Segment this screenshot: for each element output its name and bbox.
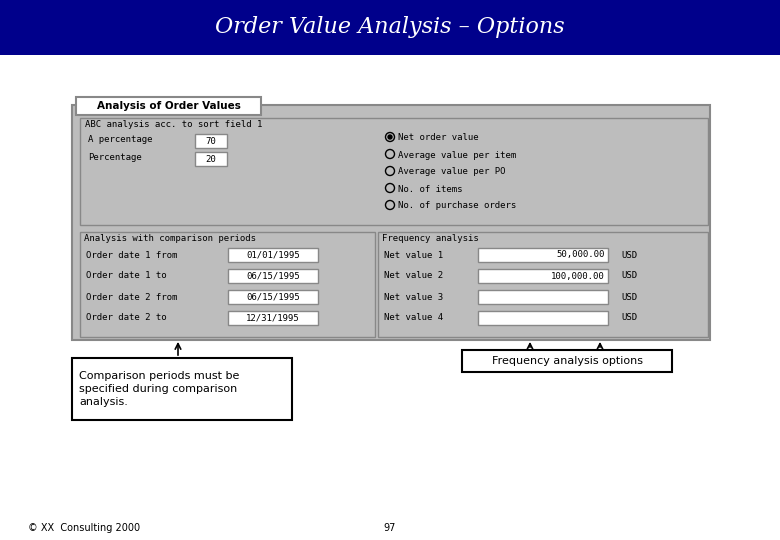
Bar	[478, 248, 608, 262]
Text: © XX  Consulting 2000: © XX Consulting 2000	[28, 523, 140, 533]
Bar	[478, 269, 608, 283]
Text: USD: USD	[621, 293, 637, 301]
Text: Order date 1 to: Order date 1 to	[86, 272, 167, 280]
Text: No. of items: No. of items	[398, 185, 463, 193]
Text: Net value 3: Net value 3	[384, 293, 443, 301]
Text: Average value per item: Average value per item	[398, 151, 516, 159]
Text: Average value per PO: Average value per PO	[398, 167, 505, 177]
Text: Net order value: Net order value	[398, 133, 479, 143]
Text: 01/01/1995: 01/01/1995	[246, 251, 300, 260]
Bar	[478, 311, 608, 325]
Bar	[378, 232, 708, 337]
Text: 70: 70	[206, 137, 216, 145]
Bar	[80, 232, 375, 337]
Bar	[72, 105, 710, 340]
Bar	[478, 290, 608, 304]
Text: 20: 20	[206, 154, 216, 164]
Text: 50,000.00: 50,000.00	[557, 251, 605, 260]
Text: USD: USD	[621, 272, 637, 280]
Text: A percentage: A percentage	[88, 136, 153, 145]
Text: 06/15/1995: 06/15/1995	[246, 272, 300, 280]
Text: 97: 97	[384, 523, 396, 533]
Bar	[195, 134, 227, 148]
Bar	[228, 248, 318, 262]
Text: 100,000.00: 100,000.00	[551, 272, 605, 280]
Text: ABC analysis acc. to sort field 1: ABC analysis acc. to sort field 1	[85, 120, 262, 129]
Text: Analysis of Order Values: Analysis of Order Values	[97, 101, 240, 111]
Text: Order date 1 from: Order date 1 from	[86, 251, 177, 260]
Bar	[228, 311, 318, 325]
Text: Percentage: Percentage	[88, 153, 142, 163]
Bar	[76, 97, 261, 115]
Text: No. of purchase orders: No. of purchase orders	[398, 201, 516, 211]
Text: 12/31/1995: 12/31/1995	[246, 314, 300, 322]
Text: 06/15/1995: 06/15/1995	[246, 293, 300, 301]
Bar	[228, 269, 318, 283]
Bar	[462, 350, 672, 372]
Bar	[80, 118, 708, 225]
Text: Net value 1: Net value 1	[384, 251, 443, 260]
Text: Frequency analysis: Frequency analysis	[382, 234, 479, 243]
Text: Analysis with comparison periods: Analysis with comparison periods	[84, 234, 256, 243]
Text: Order date 2 to: Order date 2 to	[86, 314, 167, 322]
Bar	[0, 0, 780, 55]
Text: Order Value Analysis – Options: Order Value Analysis – Options	[215, 17, 565, 38]
Text: Order date 2 from: Order date 2 from	[86, 293, 177, 301]
Text: Net value 2: Net value 2	[384, 272, 443, 280]
Bar	[72, 358, 292, 420]
Text: Net value 4: Net value 4	[384, 314, 443, 322]
Text: USD: USD	[621, 314, 637, 322]
Text: Comparison periods must be
specified during comparison
analysis.: Comparison periods must be specified dur…	[79, 371, 239, 407]
Text: Frequency analysis options: Frequency analysis options	[491, 356, 643, 366]
Circle shape	[388, 135, 392, 139]
Bar	[228, 290, 318, 304]
Bar	[195, 152, 227, 166]
Text: USD: USD	[621, 251, 637, 260]
